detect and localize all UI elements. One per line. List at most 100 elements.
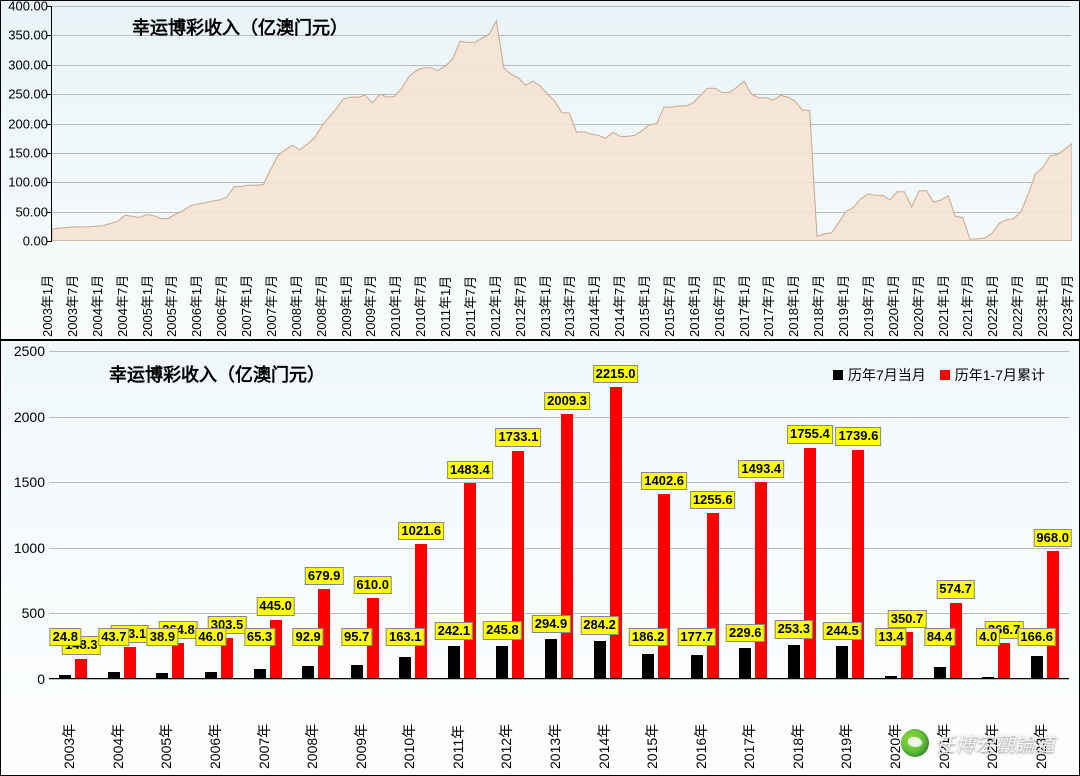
legend-item: 历年1-7月累计 — [940, 365, 1045, 385]
bar-red — [415, 544, 427, 678]
value-label-red: 1402.6 — [641, 472, 687, 490]
x-tick-label: 2019年7月 — [858, 275, 877, 337]
bar-chart-legend: 历年7月当月 历年1-7月累计 — [833, 365, 1045, 385]
y-tick-label: 1000 — [1, 540, 45, 556]
x-tick-label: 2009年7月 — [360, 275, 379, 337]
value-label-red: 2215.0 — [593, 365, 639, 383]
bar-black — [59, 675, 71, 678]
x-tick-label: 2007年7月 — [261, 275, 280, 337]
legend-swatch-black — [833, 370, 843, 380]
value-label-black: 229.6 — [726, 624, 765, 642]
x-tick-label: 2013年7月 — [559, 275, 578, 337]
watermark-text: 任博宏觀論道 — [935, 728, 1055, 757]
y-tick-label: 0 — [1, 671, 45, 687]
x-tick-label: 2011年 — [448, 725, 468, 769]
value-label-red: 610.0 — [353, 576, 392, 594]
x-tick-label: 2003年7月 — [62, 275, 81, 337]
x-tick-label: 2020年7月 — [908, 275, 927, 337]
value-label-red: 2009.3 — [544, 392, 590, 410]
value-label-black: 4.0 — [976, 628, 1000, 646]
legend-label: 历年1-7月累计 — [955, 365, 1045, 385]
value-label-black: 253.3 — [775, 620, 814, 638]
y-tick-label: 350.00 — [4, 28, 48, 43]
value-label-red: 1733.1 — [496, 428, 542, 446]
bar-red — [1047, 551, 1059, 678]
value-label-black: 245.8 — [483, 621, 522, 639]
value-label-black: 186.2 — [629, 628, 668, 646]
value-label-black: 163.1 — [386, 628, 425, 646]
chart1-title: 幸运博彩收入（亿澳门元） — [132, 14, 348, 40]
bar-black — [254, 669, 266, 678]
x-tick-label: 2013年 — [545, 724, 565, 769]
bar-chart-panel: 05001000150020002500 148.324.8233.143.72… — [0, 340, 1080, 776]
x-tick-label: 2017年 — [739, 724, 759, 769]
x-tick-label: 2012年1月 — [485, 275, 504, 337]
bar-black — [788, 645, 800, 678]
x-tick-label: 2019年 — [836, 724, 856, 769]
x-tick-label: 2007年1月 — [236, 275, 255, 337]
bar-black — [205, 672, 217, 678]
bar-red — [804, 448, 816, 678]
value-label-black: 65.3 — [244, 628, 275, 646]
x-tick-label: 2016年7月 — [709, 275, 728, 337]
x-tick-label: 2003年 — [59, 724, 79, 769]
x-tick-label: 2013年1月 — [535, 275, 554, 337]
bar-black — [934, 667, 946, 678]
value-label-red: 1493.4 — [738, 460, 784, 478]
x-tick-label: 2011年7月 — [460, 276, 479, 337]
bar-black — [691, 655, 703, 678]
bar-red — [658, 494, 670, 678]
x-tick-label: 2008年1月 — [286, 275, 305, 337]
y-tick-label: 2000 — [1, 409, 45, 425]
value-label-red: 679.9 — [305, 567, 344, 585]
bar-black — [545, 639, 557, 678]
x-tick-label: 2015年 — [642, 724, 662, 769]
x-tick-label: 2018年 — [788, 724, 808, 769]
y-tick-label: 400.00 — [4, 0, 48, 14]
x-tick-label: 2014年 — [594, 724, 614, 769]
y-tick-label: 100.00 — [4, 175, 48, 190]
x-tick-label: 2016年 — [691, 724, 711, 769]
wechat-icon — [901, 729, 929, 757]
value-label-black: 43.7 — [98, 628, 129, 646]
x-tick-label: 2019年1月 — [833, 275, 852, 337]
x-tick-label: 2006年7月 — [211, 275, 230, 337]
x-tick-label: 2021年7月 — [957, 275, 976, 337]
bar-black — [496, 646, 508, 678]
value-label-black: 166.6 — [1017, 628, 1056, 646]
x-tick-label: 2004年7月 — [112, 275, 131, 337]
x-tick-label: 2010年1月 — [385, 275, 404, 337]
x-tick-label: 2012年 — [496, 724, 516, 769]
area-chart-panel: 0.0050.00100.00150.00200.00250.00300.003… — [0, 0, 1080, 340]
value-label-black: 84.4 — [924, 628, 955, 646]
watermark: 任博宏觀論道 — [901, 728, 1055, 757]
value-label-red: 1255.6 — [690, 491, 736, 509]
legend-item: 历年7月当月 — [833, 365, 926, 385]
bar-red — [464, 483, 476, 678]
x-tick-label: 2015年7月 — [659, 275, 678, 337]
value-label-black: 244.5 — [823, 622, 862, 640]
bar-black — [351, 665, 363, 678]
y-tick-label: 200.00 — [4, 116, 48, 131]
x-tick-label: 2009年 — [351, 724, 371, 769]
value-label-red: 445.0 — [256, 597, 295, 615]
bar-red — [124, 647, 136, 678]
chart1-x-labels: 2003年1月2003年7月2004年1月2004年7月2005年1月2005年… — [51, 242, 1071, 337]
chart2-title: 幸运博彩收入（亿澳门元） — [109, 361, 325, 387]
y-tick-label: 1500 — [1, 474, 45, 490]
x-tick-label: 2012年7月 — [510, 275, 529, 337]
bar-black — [399, 657, 411, 678]
value-label-black: 92.9 — [292, 628, 323, 646]
x-tick-label: 2004年 — [108, 724, 128, 769]
x-tick-label: 2023年1月 — [1032, 275, 1051, 337]
value-label-black: 95.7 — [341, 628, 372, 646]
x-tick-label: 2010年 — [399, 724, 419, 769]
x-tick-label: 2003年1月 — [37, 275, 56, 337]
y-tick-label: 500 — [1, 605, 45, 621]
value-label-red: 1483.4 — [447, 461, 493, 479]
value-label-black: 24.8 — [50, 628, 81, 646]
bar-red — [707, 513, 719, 678]
bar-chart-plot: 05001000150020002500 148.324.8233.143.72… — [49, 351, 1069, 679]
x-tick-label: 2017年7月 — [758, 275, 777, 337]
x-tick-label: 2023年7月 — [1057, 275, 1076, 337]
